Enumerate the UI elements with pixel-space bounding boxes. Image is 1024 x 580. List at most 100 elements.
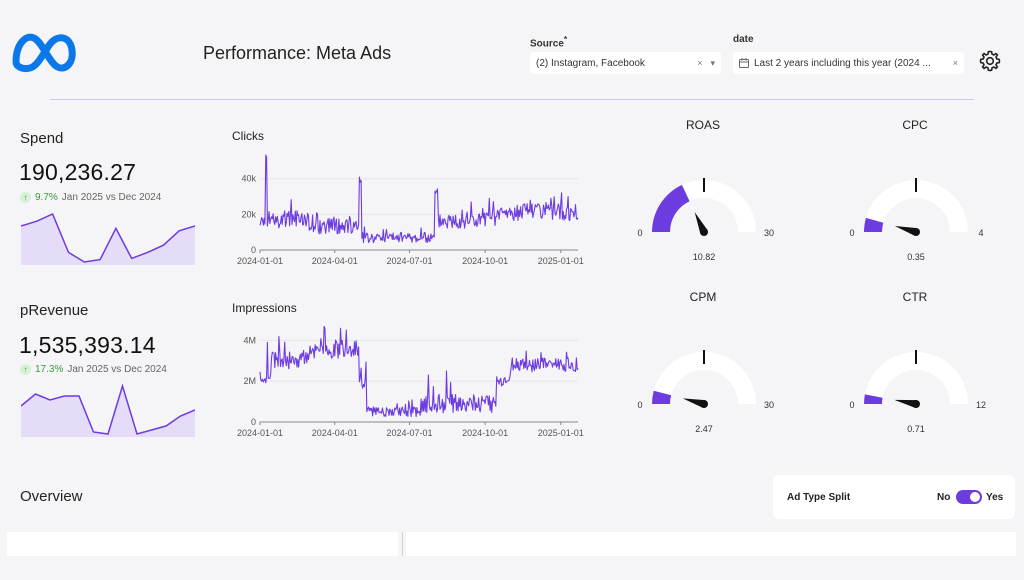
x-tick-label: 2024-01-01 [237,428,283,438]
x-tick-label: 2024-01-01 [237,256,283,266]
gauge-min-label: 0 [849,400,854,410]
arrow-up-icon: ↑ [20,364,31,375]
gauge-needle-hub [912,228,920,236]
spend-delta-text: Jan 2025 vs Dec 2024 [61,192,162,203]
date-select[interactable]: Last 2 years including this year (2024 .… [733,52,964,74]
roas-gauge-title: ROAS [685,118,720,132]
cpm-gauge-title: CPM [689,290,717,304]
panel-divider [402,532,403,556]
impressions-chart: 0 2M 4M 2024-01-01 2024-04-01 2024-07-01 2024-… [237,325,584,438]
toggle-no-label: No [937,492,951,503]
overview-right-panel [406,532,1016,556]
prevenue-delta: ↑ 17.3% Jan 2025 vs Dec 2024 [20,364,167,375]
x-tick-label: 2024-10-01 [462,428,508,438]
clear-icon[interactable]: × [697,58,703,68]
source-select[interactable]: (2) Instagram, Facebook × ▾ [530,52,721,74]
cpm-gauge: 0 30 2.47 [637,350,774,434]
date-select-value: Last 2 years including this year (2024 .… [754,57,931,69]
y-tick-label: 0 [251,245,256,255]
x-tick-label: 2024-07-01 [387,428,433,438]
required-marker: * [563,34,568,44]
impressions-chart-title: Impressions [232,301,297,315]
arrow-up-icon: ↑ [20,192,31,203]
gauge-value-label: 0.35 [907,252,925,262]
gauge-needle [894,226,918,236]
gauge-max-label: 30 [764,228,774,238]
x-tick-label: 2024-04-01 [312,428,358,438]
sparkline-area [21,386,195,437]
spend-sparkline [21,212,195,265]
sparkline-line [21,383,195,435]
spend-delta-pct: 9.7% [35,192,58,203]
spend-value: 190,236.27 [19,159,137,185]
spend-delta: ↑ 9.7% Jan 2025 vs Dec 2024 [20,192,161,203]
gauge-track [864,180,968,232]
overview-left-panel [7,532,398,556]
gauge-max-label: 4 [978,228,983,238]
toggle-yes-label: Yes [986,492,1004,503]
gauge-value-label: 2.47 [695,424,713,434]
gauge-min-label: 0 [849,228,854,238]
ctr-gauge: 0 12 0.71 [849,350,986,434]
y-tick-label: 2M [243,376,256,386]
chevron-down-icon[interactable]: ▾ [710,57,715,68]
prevenue-value: 1,535,393.14 [19,332,156,358]
gauge-needle [894,399,917,408]
spend-title: Spend [20,130,64,147]
x-tick-label: 2024-10-01 [462,256,508,266]
prevenue-title: pRevenue [20,302,89,319]
gauge-value-arc [652,184,690,232]
cpc-gauge-title: CPC [902,118,928,132]
gauge-value-arc [652,390,672,404]
y-tick-label: 4M [243,335,256,345]
clicks-chart-title: Clicks [232,129,264,143]
x-tick-label: 2025-01-01 [538,256,584,266]
meta-logo [12,33,76,72]
gauge-value-label: 0.71 [907,424,925,434]
cpc-gauge: 0 40.35 [849,178,984,262]
prevenue-sparkline [21,383,195,437]
gauge-needle-hub [700,400,708,408]
gauge-value-label: 10.82 [693,252,716,262]
source-filter-label: Source* [530,34,567,49]
source-label-text: Source [530,38,564,50]
gauge-min-label: 0 [637,400,642,410]
x-tick-label: 2024-07-01 [387,256,433,266]
roas-gauge: 0 30 10.82 [637,178,774,262]
overview-title: Overview [20,488,83,505]
sparkline-line [21,212,195,263]
series-line [259,154,579,244]
series-line [259,325,579,418]
ad-type-split-label: Ad Type Split [787,492,851,503]
ad-type-split-card: Ad Type Split No Yes [773,475,1015,519]
prevenue-delta-pct: 17.3% [35,364,64,375]
gauge-track [652,352,756,404]
gauge-max-label: 30 [764,400,774,410]
gauge-needle [682,398,706,408]
clear-date-icon[interactable]: × [952,58,958,68]
y-tick-label: 20k [241,209,256,219]
clicks-chart: 0 20k 40k 2024-01-01 2024-04-01 2024-07-01 202… [237,154,584,266]
date-filter-label: date [733,34,754,45]
gauge-needle-hub [912,400,920,408]
y-tick-label: 40k [241,174,256,184]
sparkline-area [21,214,195,265]
gauge-value-arc [864,217,884,232]
calendar-icon [739,58,749,68]
page-title: Performance: Meta Ads [203,43,392,63]
gauge-value-arc [864,394,883,404]
prevenue-delta-text: Jan 2025 vs Dec 2024 [67,364,167,375]
x-tick-label: 2025-01-01 [538,428,584,438]
gear-icon[interactable] [978,49,1002,73]
header-divider [50,99,974,100]
gauge-min-label: 0 [637,228,642,238]
x-tick-label: 2024-04-01 [312,256,358,266]
ad-type-split-toggle[interactable] [956,490,982,504]
ctr-gauge-title: CTR [902,290,928,304]
gauge-max-label: 12 [976,400,986,410]
toggle-knob [970,492,980,502]
y-tick-label: 0 [251,417,256,427]
source-select-value: (2) Instagram, Facebook [536,57,645,69]
gauge-needle-hub [700,228,708,236]
gauge-track [864,352,968,404]
